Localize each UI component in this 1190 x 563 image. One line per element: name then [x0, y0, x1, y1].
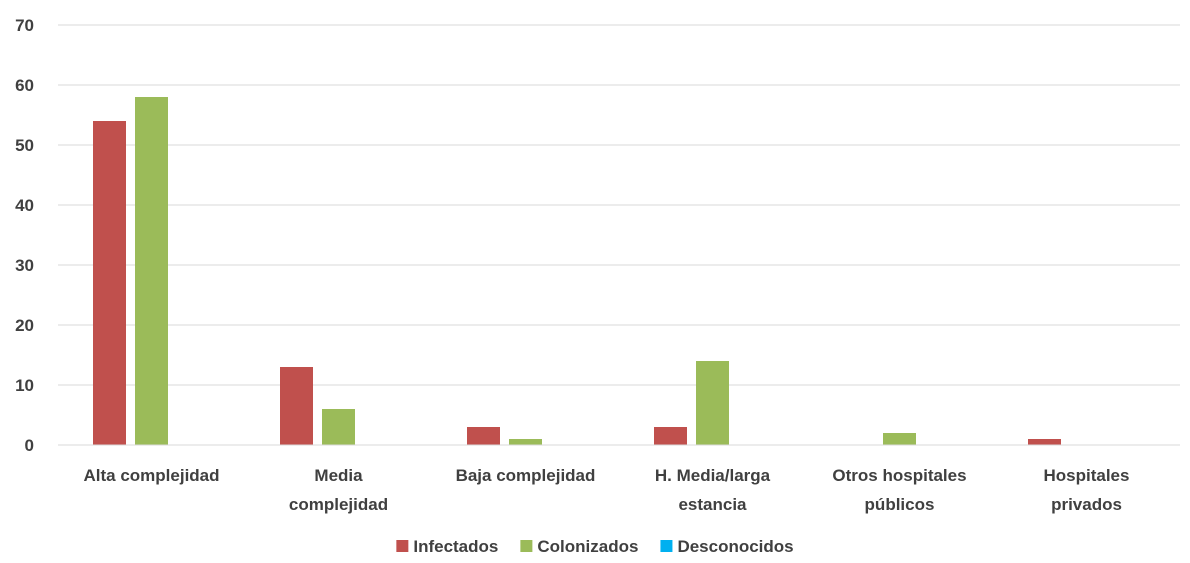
- bar-colonizados-1: [322, 409, 355, 445]
- legend-label: Infectados: [413, 537, 498, 556]
- bar-colonizados-3: [696, 361, 729, 445]
- x-category-label: Hospitales: [1044, 466, 1130, 485]
- y-tick-label: 50: [15, 136, 34, 155]
- bar-colonizados-2: [509, 439, 542, 445]
- bar-infectados-0: [93, 121, 126, 445]
- bars: [93, 97, 1061, 445]
- y-tick-label: 60: [15, 76, 34, 95]
- y-tick-label: 70: [15, 16, 34, 35]
- legend-label: Desconocidos: [677, 537, 793, 556]
- x-category-label: Baja complejidad: [456, 466, 596, 485]
- x-category-label: Alta complejidad: [83, 466, 219, 485]
- y-tick-label: 10: [15, 376, 34, 395]
- bar-colonizados-4: [883, 433, 916, 445]
- bar-infectados-3: [654, 427, 687, 445]
- legend-swatch-infectados: [396, 540, 409, 552]
- bar-colonizados-0: [135, 97, 168, 445]
- x-category-label: privados: [1051, 495, 1122, 514]
- legend-label: Colonizados: [537, 537, 638, 556]
- legend-swatch-desconocidos: [660, 540, 673, 552]
- y-axis-ticks: 0 10 20 30 40 50 60 70: [15, 16, 34, 455]
- bar-infectados-5: [1028, 439, 1061, 445]
- x-category-label: Otros hospitales: [832, 466, 966, 485]
- x-category-label: complejidad: [289, 495, 388, 514]
- x-category-label: públicos: [865, 495, 935, 514]
- x-axis-categories: Alta complejidad Media complejidad Baja com…: [83, 466, 1129, 514]
- y-tick-label: 20: [15, 316, 34, 335]
- bar-infectados-2: [467, 427, 500, 445]
- x-category-label: estancia: [678, 495, 747, 514]
- gridlines: [58, 24, 1180, 386]
- y-tick-label: 0: [25, 436, 34, 455]
- legend: Infectados Colonizados Desconocidos: [396, 537, 794, 556]
- legend-swatch-colonizados: [520, 540, 533, 552]
- y-tick-label: 30: [15, 256, 34, 275]
- y-tick-label: 40: [15, 196, 34, 215]
- x-category-label: Media: [314, 466, 363, 485]
- bar-infectados-1: [280, 367, 313, 445]
- x-category-label: H. Media/larga: [655, 466, 771, 485]
